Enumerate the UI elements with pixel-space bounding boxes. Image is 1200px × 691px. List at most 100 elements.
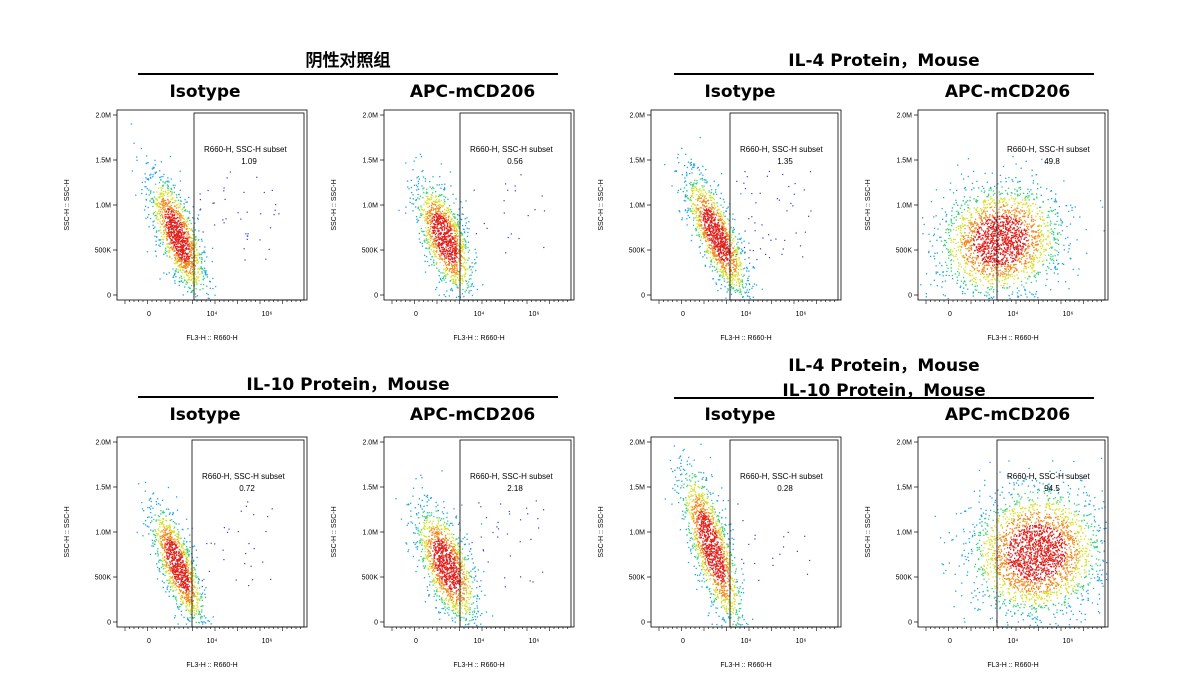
event-dot: [156, 219, 159, 221]
event-dot: [686, 224, 688, 226]
event-dot: [461, 213, 463, 215]
event-dot: [736, 290, 738, 292]
event-dot: [722, 252, 724, 254]
event-dot: [435, 221, 437, 224]
event-dot: [520, 174, 522, 176]
event-dot: [447, 207, 449, 209]
event-dot: [466, 227, 468, 229]
event-dot: [189, 279, 191, 281]
event-dot: [212, 277, 214, 280]
event-dot: [170, 195, 172, 197]
event-dot: [161, 198, 163, 200]
event-dot: [703, 237, 705, 239]
event-dot: [174, 246, 176, 248]
event-dot: [194, 250, 196, 253]
event-dot: [1009, 221, 1011, 223]
event-dot: [173, 254, 175, 256]
event-dot: [181, 229, 183, 231]
event-dot: [186, 255, 188, 257]
event-dot: [726, 238, 728, 240]
event-dot: [450, 244, 453, 246]
event-dot: [1008, 212, 1010, 214]
event-dot: [712, 213, 714, 215]
event-dot: [444, 228, 446, 230]
event-dot: [181, 266, 183, 268]
event-dot: [155, 255, 157, 257]
event-dot: [695, 212, 697, 214]
event-dot: [435, 215, 437, 217]
event-dot: [958, 262, 960, 264]
event-dot: [172, 221, 174, 223]
event-dot: [174, 225, 176, 227]
event-dot: [1022, 232, 1024, 234]
event-dot: [705, 208, 708, 210]
event-dot: [711, 265, 714, 267]
event-dot: [159, 192, 161, 194]
event-dot: [725, 244, 727, 246]
event-dot: [195, 281, 198, 284]
event-dot: [176, 227, 178, 229]
event-dot: [443, 202, 445, 204]
event-dot: [1011, 220, 1013, 223]
event-dot: [705, 209, 707, 211]
event-dot: [186, 258, 188, 260]
event-dot: [999, 194, 1001, 196]
event-dot: [159, 278, 161, 280]
event-dot: [448, 209, 450, 211]
event-dot: [426, 203, 428, 205]
event-dot: [183, 250, 185, 252]
event-dot: [178, 242, 180, 245]
event-dot: [710, 263, 712, 265]
event-dot: [152, 167, 154, 170]
event-dot: [169, 207, 171, 209]
event-dot: [161, 238, 164, 240]
event-dot: [177, 239, 179, 241]
event-dot: [166, 205, 168, 207]
event-dot: [1015, 197, 1017, 199]
event-dot: [174, 280, 176, 282]
event-dot: [740, 268, 742, 270]
event-dot: [986, 228, 988, 230]
event-dot: [722, 237, 724, 239]
event-dot: [225, 218, 227, 220]
event-dot: [703, 212, 705, 214]
event-dot: [185, 263, 187, 265]
event-dot: [430, 249, 433, 251]
event-dot: [429, 210, 431, 212]
event-dot: [753, 267, 756, 269]
event-dot: [726, 232, 728, 234]
event-dot: [721, 255, 723, 257]
event-dot: [164, 211, 166, 213]
event-dot: [710, 207, 712, 209]
event-dot: [698, 220, 700, 222]
event-dot: [691, 234, 693, 236]
event-dot: [179, 264, 181, 266]
event-dot: [723, 237, 725, 239]
event-dot: [166, 239, 168, 241]
event-dot: [704, 230, 706, 232]
event-dot: [421, 209, 423, 211]
event-dot: [717, 225, 719, 227]
event-dot: [724, 237, 726, 239]
event-dot: [968, 222, 970, 224]
event-dot: [192, 248, 194, 250]
event-dot: [694, 186, 696, 188]
event-dot: [170, 210, 172, 213]
event-dot: [721, 233, 723, 235]
event-dot: [451, 257, 453, 259]
event-dot: [423, 187, 425, 189]
event-dot: [178, 260, 180, 262]
event-dot: [684, 200, 687, 202]
event-dot: [192, 277, 194, 279]
event-dot: [443, 189, 445, 191]
event-dot: [430, 221, 432, 223]
event-dot: [443, 272, 446, 274]
event-dot: [719, 248, 721, 250]
event-dot: [428, 248, 430, 250]
event-dot: [997, 232, 999, 234]
event-dot: [162, 197, 164, 200]
event-dot: [189, 287, 191, 289]
y-tick-label: 1.5M: [629, 158, 645, 165]
event-dot: [737, 280, 740, 282]
event-dot: [162, 185, 164, 187]
